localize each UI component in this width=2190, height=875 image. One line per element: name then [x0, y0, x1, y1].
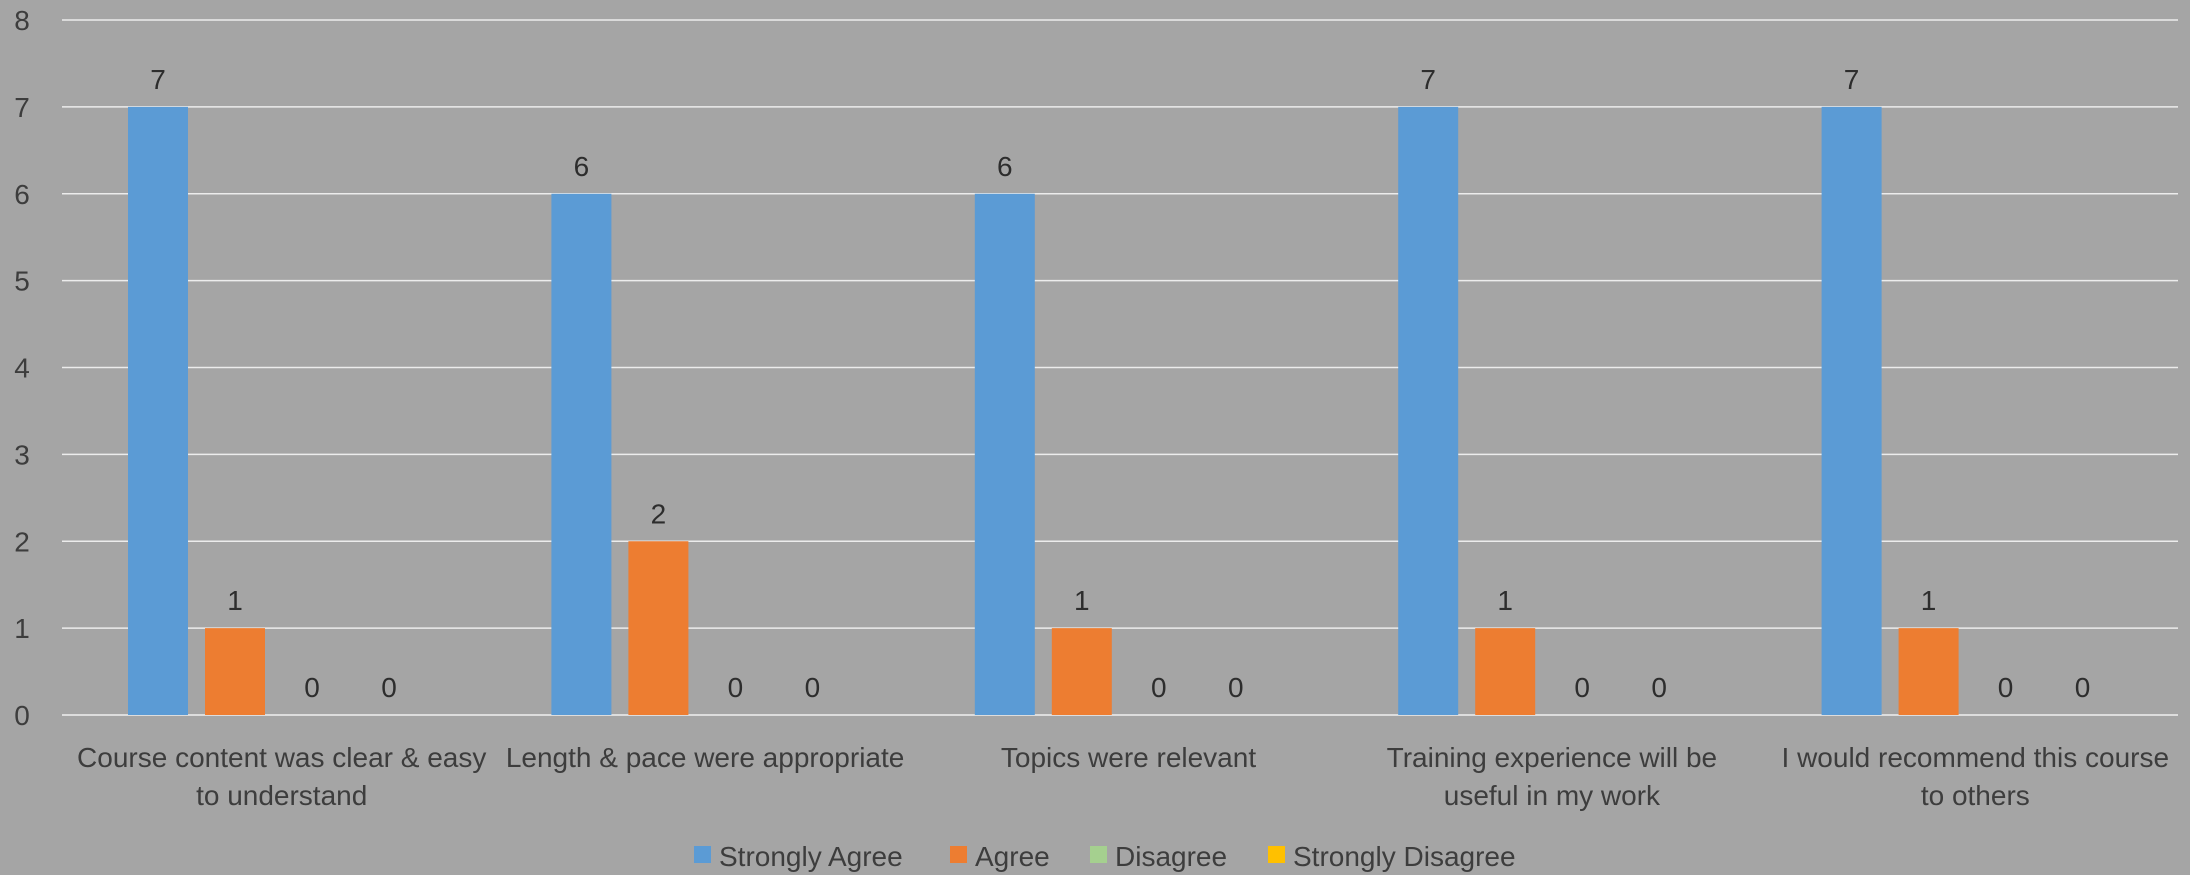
legend-swatch — [1268, 846, 1285, 863]
legend-item-strongly-disagree: Strongly Disagree — [1268, 841, 1516, 872]
legend-label: Strongly Disagree — [1293, 841, 1516, 872]
category-label: Topics were relevant — [1001, 742, 1256, 773]
category-label: Training experience will be — [1387, 742, 1717, 773]
y-tick-label: 3 — [14, 439, 30, 470]
category-label: useful in my work — [1444, 780, 1661, 811]
category-label: I would recommend this course — [1782, 742, 2170, 773]
legend-label: Agree — [975, 841, 1050, 872]
category-label: to others — [1921, 780, 2030, 811]
data-label: 0 — [1651, 672, 1667, 703]
bar-agree — [205, 628, 265, 715]
x-axis-category-labels: Course content was clear & easy to unders… — [77, 742, 2169, 811]
data-label: 0 — [1574, 672, 1590, 703]
data-label: 0 — [304, 672, 320, 703]
y-tick-label: 6 — [14, 179, 30, 210]
legend-swatch — [1090, 846, 1107, 863]
legend-swatch — [950, 846, 967, 863]
y-tick-label: 5 — [14, 266, 30, 297]
y-tick-label: 1 — [14, 613, 30, 644]
bar-strongly-agree — [1398, 106, 1459, 715]
data-label: 6 — [574, 151, 590, 182]
bar-strongly-agree — [551, 193, 612, 715]
data-label: 0 — [805, 672, 821, 703]
bar-strongly-agree — [974, 193, 1035, 715]
category-label: Length & pace were appropriate — [506, 742, 905, 773]
data-label: 1 — [1497, 585, 1513, 616]
data-label: 7 — [150, 64, 166, 95]
data-label: 0 — [381, 672, 397, 703]
y-axis-tick-labels: 0 1 2 3 4 5 6 7 8 — [14, 5, 30, 731]
data-label: 1 — [227, 585, 243, 616]
data-label: 0 — [1228, 672, 1244, 703]
bar-strongly-agree — [1821, 106, 1882, 715]
category-label: Course content was clear & easy — [77, 742, 486, 773]
y-tick-label: 0 — [14, 700, 30, 731]
bars — [128, 106, 1959, 715]
legend-label: Disagree — [1115, 841, 1227, 872]
y-tick-label: 8 — [14, 5, 30, 36]
bar-agree — [628, 541, 689, 715]
data-label: 2 — [651, 498, 667, 529]
legend-item-disagree: Disagree — [1090, 841, 1227, 872]
y-tick-label: 2 — [14, 526, 30, 557]
bar-agree — [1898, 628, 1959, 715]
category-label: to understand — [196, 780, 367, 811]
gridlines — [62, 19, 2178, 716]
data-label: 7 — [1844, 64, 1860, 95]
bar-strongly-agree — [128, 106, 188, 715]
data-label: 1 — [1074, 585, 1090, 616]
data-label: 7 — [1420, 64, 1436, 95]
data-label: 6 — [997, 151, 1013, 182]
legend-label: Strongly Agree — [719, 841, 903, 872]
y-tick-label: 7 — [14, 92, 30, 123]
data-labels: 7 6 6 7 7 1 2 1 1 1 0 0 0 0 0 0 0 0 0 0 — [150, 64, 2090, 703]
data-label: 0 — [728, 672, 744, 703]
bar-agree — [1051, 628, 1112, 715]
data-label: 0 — [2075, 672, 2091, 703]
data-label: 1 — [1921, 585, 1937, 616]
legend-item-strongly-agree: Strongly Agree — [694, 841, 903, 872]
data-label: 0 — [1151, 672, 1167, 703]
legend-item-agree: Agree — [950, 841, 1050, 872]
legend: Strongly Agree Agree Disagree Strongly Disa… — [694, 841, 1516, 872]
data-label: 0 — [1998, 672, 2014, 703]
legend-swatch — [694, 846, 711, 863]
y-tick-label: 4 — [14, 353, 30, 384]
bar-agree — [1475, 628, 1536, 715]
